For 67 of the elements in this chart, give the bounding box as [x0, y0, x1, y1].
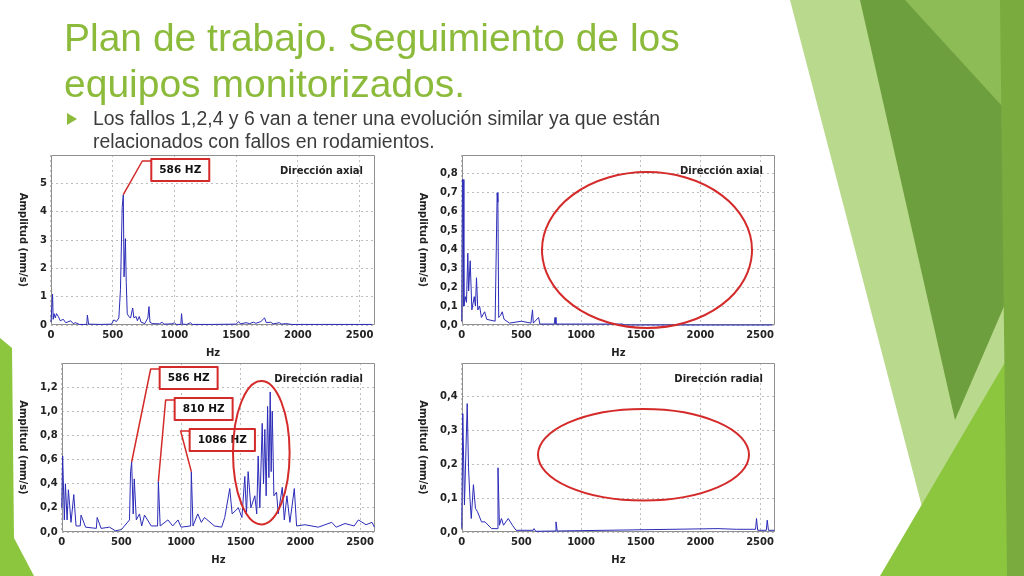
y-tick-label: 0,4 [440, 243, 458, 255]
x-tick-label: 2500 [345, 328, 374, 340]
x-axis-title: Hz [211, 553, 226, 565]
y-tick-label: 0,4 [40, 477, 58, 489]
x-tick-label: 1500 [222, 328, 251, 340]
y-tick-label: 1,2 [40, 380, 58, 392]
x-tick-label: 500 [510, 328, 532, 340]
y-tick-label: 0,8 [40, 429, 58, 441]
x-tick-label: 1500 [226, 535, 255, 547]
x-tick-label: 2500 [746, 535, 775, 547]
y-tick-label: 0,7 [440, 186, 458, 198]
y-axis-title: Amplitud (mm/s) [418, 400, 430, 495]
y-tick-label: 0,2 [40, 501, 58, 513]
y-tick-label: 0,2 [440, 280, 458, 292]
x-tick-label: 500 [510, 535, 532, 547]
x-tick-label: 1500 [626, 328, 655, 340]
x-tick-label: 2500 [346, 535, 375, 547]
y-tick-label: 0,5 [440, 224, 458, 236]
y-tick-label: 0,2 [440, 457, 458, 469]
x-axis-title: Hz [205, 346, 221, 358]
text: Plan de trabajo. Seguimiento de los equipos monitorizados. [64, 15, 681, 107]
y-tick-label: 0,0 [440, 318, 458, 330]
x-tick-label: 500 [102, 328, 124, 340]
x-tick-label: 0 [458, 535, 466, 547]
x-tick-label: 2000 [283, 328, 312, 340]
y-tick-label: 0,0 [40, 525, 58, 537]
annotation: 586 HZ [159, 163, 202, 176]
y-tick-label: 0,4 [440, 390, 458, 402]
text: Dirección axial [680, 165, 763, 176]
y-axis-title: Amplitud (mm/s) [18, 400, 30, 495]
x-tick-label: 0 [458, 328, 466, 340]
y-tick-label: 0,6 [440, 205, 458, 217]
annotation: 810 HZ [182, 402, 226, 415]
x-tick-label: 2000 [686, 535, 715, 547]
y-tick-label: 2 [39, 261, 47, 273]
y-tick-label: 0,0 [440, 525, 458, 537]
x-tick-label: 1000 [160, 328, 189, 340]
annotation: 586 HZ [167, 371, 211, 384]
x-tick-label: 2500 [746, 328, 775, 340]
x-tick-label: 1000 [567, 328, 596, 340]
text: Dirección radial [674, 373, 763, 384]
y-tick-label: 0,6 [40, 453, 58, 465]
y-tick-label: 3 [39, 233, 47, 245]
y-axis-title: Amplitud (mm/s) [18, 192, 30, 288]
x-tick-label: 500 [110, 535, 132, 547]
text: Dirección axial [280, 165, 363, 176]
y-tick-label: 0,8 [440, 167, 458, 179]
x-tick-label: 2000 [286, 535, 315, 547]
x-axis-title: Hz [611, 553, 626, 565]
y-axis-title: Amplitud (mm/s) [418, 192, 430, 288]
x-tick-label: 1500 [626, 535, 655, 547]
x-tick-label: 2000 [686, 328, 715, 340]
text: Dirección radial [274, 373, 363, 384]
x-tick-label: 1000 [567, 535, 596, 547]
y-tick-label: 0,3 [440, 424, 458, 436]
y-tick-label: 1 [39, 290, 47, 302]
x-tick-label: 1000 [167, 535, 196, 547]
y-tick-label: 5 [39, 176, 47, 188]
x-axis-title: Hz [611, 346, 626, 358]
text: Los fallos 1,2,4 y 6 van a tener una evolución similar ya que están relacionados con fallos en rodamientos. [93, 107, 660, 152]
y-tick-label: 1,0 [40, 404, 58, 416]
y-tick-label: 0 [39, 318, 47, 330]
y-tick-label: 0,1 [440, 299, 458, 311]
y-tick-label: 4 [39, 205, 47, 217]
y-tick-label: 0,1 [440, 491, 458, 503]
y-tick-label: 0,3 [440, 261, 458, 273]
x-tick-label: 0 [58, 535, 66, 547]
